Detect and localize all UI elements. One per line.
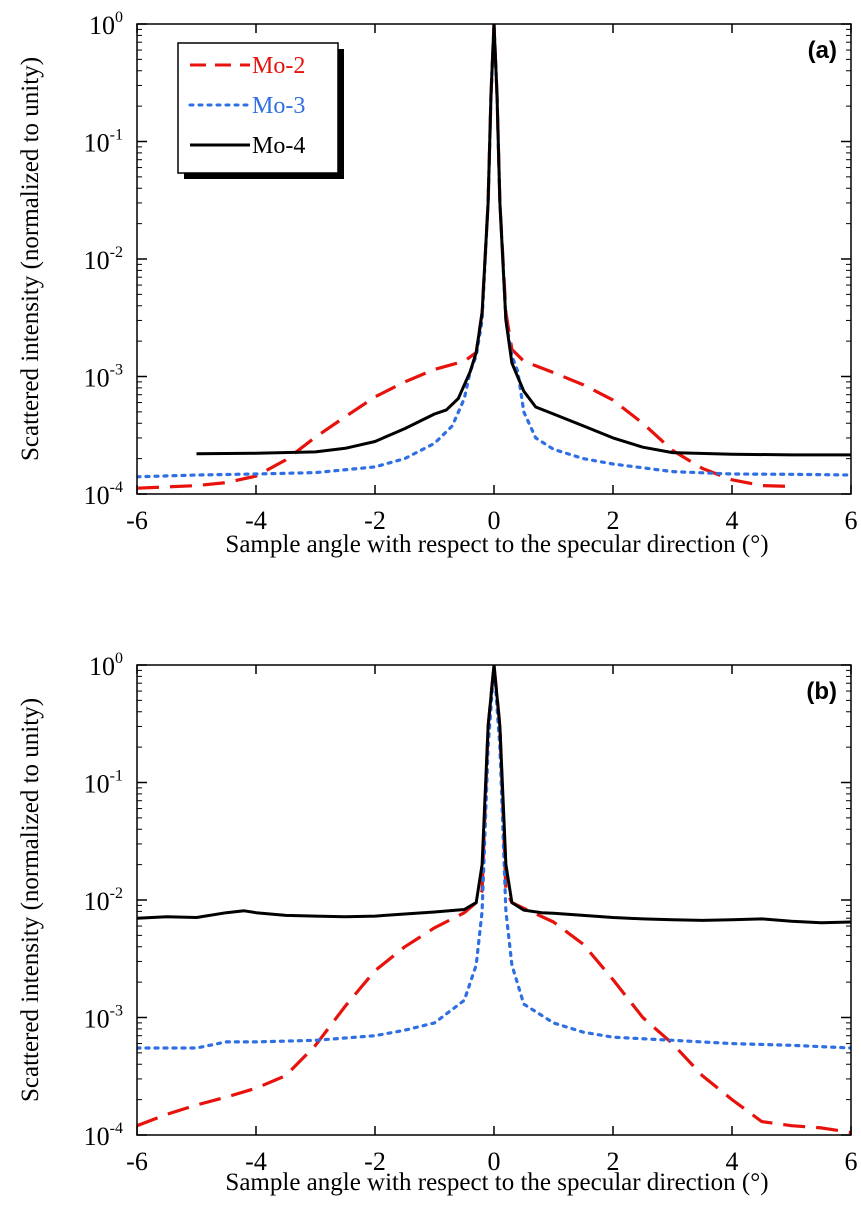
y-tick-label: 10-3 xyxy=(84,1003,123,1034)
y-tick-label: 10-3 xyxy=(84,362,123,393)
series-line-mo-4 xyxy=(196,24,851,457)
y-axis-title: Scattered intensity (normalized to unity… xyxy=(17,57,44,461)
chart-panel-1: -6 -4 -2 0 2 4 6 100 10-1 10-2 10-3 10-4 Sample angl… xyxy=(17,9,858,558)
x-tick-label: 4 xyxy=(726,1147,739,1176)
x-axis-title: Sample angle with respect to the specula… xyxy=(225,1169,768,1196)
legend-label-mo-3: Mo-3 xyxy=(252,93,305,119)
x-tick-label: 6 xyxy=(845,1147,858,1176)
series-line-mo-4 xyxy=(137,665,851,925)
x-tick-label: -2 xyxy=(364,1147,386,1176)
y-tick-label: 10-1 xyxy=(84,768,123,799)
legend-label-mo-2: Mo-2 xyxy=(252,53,305,79)
panel-label: (a) xyxy=(808,37,837,64)
x-tick-label: 6 xyxy=(845,506,858,535)
y-tick-label: 10-4 xyxy=(84,1120,123,1151)
series-line-mo-3 xyxy=(137,665,851,1050)
chart-panel-2: -6 -4 -2 0 2 4 6 100 10-1 10-2 10-3 10-4 Sample angl… xyxy=(17,650,858,1196)
legend: Mo-2 Mo-3 Mo-4 xyxy=(177,42,344,179)
y-tick-label: 100 xyxy=(89,650,123,681)
x-tick-label: -2 xyxy=(364,506,386,535)
legend-label-mo-4: Mo-4 xyxy=(252,133,305,159)
y-tick-label: 100 xyxy=(89,9,123,40)
y-tick-label: 10-2 xyxy=(84,885,123,916)
plot-frame xyxy=(136,664,852,1136)
x-tick-label: 0 xyxy=(488,1147,501,1176)
x-axis-title: Sample angle with respect to the specula… xyxy=(225,531,768,558)
series-line-mo-3 xyxy=(137,24,851,479)
x-tick-label: 0 xyxy=(488,506,501,535)
y-tick-label: 10-1 xyxy=(84,127,123,158)
y-tick-label: 10-2 xyxy=(84,244,123,275)
y-axis-title: Scattered intensity (normalized to unity… xyxy=(17,698,44,1102)
y-tick-label: 10-4 xyxy=(84,479,123,510)
x-tick-label: 4 xyxy=(726,506,739,535)
x-tick-label: 2 xyxy=(607,1147,620,1176)
x-tick-label: -6 xyxy=(126,1147,148,1176)
series-line-mo-2 xyxy=(137,665,851,1135)
panel-label: (b) xyxy=(806,678,837,705)
x-tick-label: -4 xyxy=(245,1147,267,1176)
x-tick-label: -4 xyxy=(245,506,267,535)
x-tick-label: 2 xyxy=(607,506,620,535)
x-tick-label: -6 xyxy=(126,506,148,535)
